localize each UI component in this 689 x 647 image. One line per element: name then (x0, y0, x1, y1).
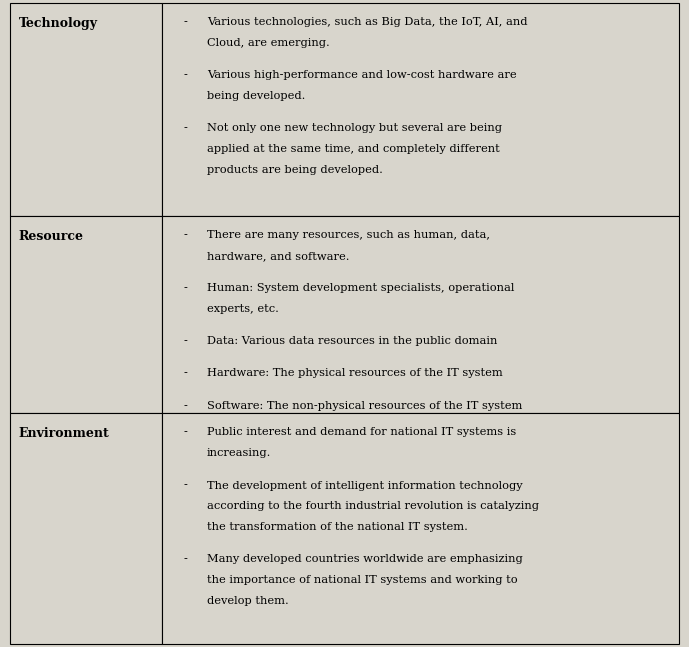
Text: -: - (183, 336, 187, 346)
Bar (10, 413, 162, 644)
Text: Public interest and demand for national IT systems is: Public interest and demand for national … (207, 428, 516, 437)
Text: Human: System development specialists, operational: Human: System development specialists, o… (207, 283, 514, 293)
Text: products are being developed.: products are being developed. (207, 164, 382, 175)
Text: -: - (183, 428, 187, 437)
Bar (162, 3, 679, 216)
Text: Technology: Technology (19, 17, 98, 30)
Text: according to the fourth industrial revolution is catalyzing: according to the fourth industrial revol… (207, 501, 539, 511)
Text: -: - (183, 70, 187, 80)
Text: Various technologies, such as Big Data, the IoT, AI, and: Various technologies, such as Big Data, … (207, 17, 527, 27)
Text: Environment: Environment (19, 428, 110, 441)
Text: -: - (183, 283, 187, 293)
Text: Resource: Resource (19, 230, 83, 243)
Text: -: - (183, 230, 187, 240)
Text: -: - (183, 17, 187, 27)
Bar (162, 216, 679, 413)
Bar (10, 216, 162, 413)
Text: Data: Various data resources in the public domain: Data: Various data resources in the publ… (207, 336, 497, 346)
Text: experts, etc.: experts, etc. (207, 304, 278, 314)
Text: There are many resources, such as human, data,: There are many resources, such as human,… (207, 230, 490, 240)
Text: hardware, and software.: hardware, and software. (207, 251, 349, 261)
Bar (10, 3, 162, 216)
Text: -: - (183, 481, 187, 490)
Text: Various high-performance and low-cost hardware are: Various high-performance and low-cost ha… (207, 70, 516, 80)
Text: Not only one new technology but several are being: Not only one new technology but several … (207, 123, 502, 133)
Text: the transformation of the national IT system.: the transformation of the national IT sy… (207, 522, 468, 532)
Text: -: - (183, 401, 187, 411)
Text: Software: The non-physical resources of the IT system: Software: The non-physical resources of … (207, 401, 522, 411)
Bar (162, 413, 679, 644)
Text: applied at the same time, and completely different: applied at the same time, and completely… (207, 144, 500, 154)
Text: -: - (183, 554, 187, 564)
Text: develop them.: develop them. (207, 596, 289, 606)
Text: -: - (183, 123, 187, 133)
Text: Cloud, are emerging.: Cloud, are emerging. (207, 38, 329, 48)
Text: being developed.: being developed. (207, 91, 305, 101)
Text: Hardware: The physical resources of the IT system: Hardware: The physical resources of the … (207, 369, 502, 378)
Text: Many developed countries worldwide are emphasizing: Many developed countries worldwide are e… (207, 554, 522, 564)
Text: The development of intelligent information technology: The development of intelligent informati… (207, 481, 522, 490)
Text: increasing.: increasing. (207, 448, 271, 458)
Text: the importance of national IT systems and working to: the importance of national IT systems an… (207, 575, 517, 585)
Text: -: - (183, 369, 187, 378)
